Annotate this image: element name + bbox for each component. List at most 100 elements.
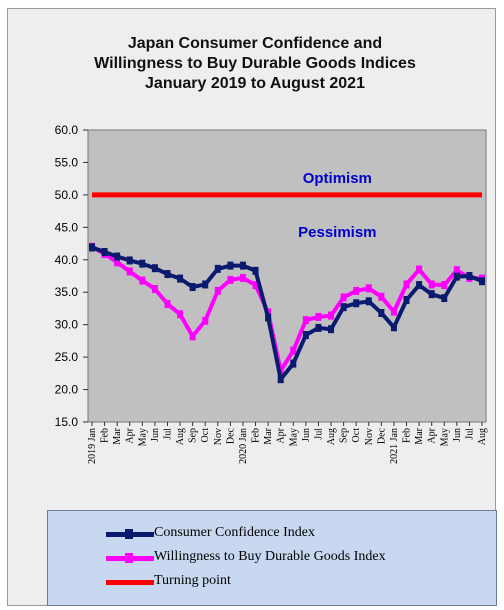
y-tick-label: 20.0	[55, 383, 79, 397]
data-point	[302, 331, 309, 340]
data-point	[227, 275, 234, 284]
x-tick-label: Jun	[150, 428, 161, 442]
data-point	[428, 290, 435, 299]
x-tick-label: Nov	[213, 428, 224, 445]
data-point	[265, 313, 272, 322]
x-tick-label: Nov	[364, 428, 375, 445]
title-line-2: Willingness to Buy Durable Goods Indices	[94, 55, 416, 72]
data-point	[390, 307, 397, 316]
data-point	[189, 283, 196, 292]
x-tick-label: Jul	[162, 428, 173, 440]
data-point	[214, 264, 221, 273]
data-point	[151, 284, 158, 293]
x-tick-label: Oct	[200, 428, 211, 443]
y-tick-label: 40.0	[55, 253, 79, 267]
data-point	[151, 264, 158, 273]
data-point	[416, 281, 423, 290]
data-point	[466, 272, 473, 280]
data-point	[227, 261, 234, 270]
data-point	[353, 299, 360, 308]
legend-label: Consumer Confidence Index	[154, 525, 315, 540]
data-point	[177, 274, 184, 283]
data-point	[252, 281, 259, 290]
data-point	[114, 252, 121, 261]
legend-label: Willingness to Buy Durable Goods Index	[154, 549, 386, 564]
data-point	[390, 323, 397, 332]
x-tick-label: Aug	[477, 428, 488, 445]
x-tick-label: Mar	[112, 427, 123, 444]
data-point	[177, 310, 184, 319]
annotation-label: Pessimism	[298, 224, 376, 241]
data-point	[441, 281, 448, 290]
data-point	[315, 323, 322, 332]
y-tick-label: 25.0	[55, 350, 79, 364]
legend-marker	[125, 529, 133, 539]
legend: Consumer Confidence Index Willingness to…	[47, 510, 497, 606]
annotation-label: Optimism	[303, 170, 372, 187]
data-point	[328, 311, 335, 320]
y-tick-label: 45.0	[55, 220, 79, 234]
y-tick-label: 50.0	[55, 188, 79, 202]
data-point	[403, 296, 410, 305]
data-point	[378, 308, 385, 317]
x-tick-label: Feb	[100, 428, 111, 443]
data-point	[139, 259, 146, 268]
legend-label: Turning point	[154, 573, 231, 588]
x-tick-label: Apr	[125, 427, 136, 443]
data-point	[114, 258, 121, 267]
data-point	[479, 277, 485, 286]
data-point	[239, 273, 246, 282]
data-point	[164, 270, 171, 279]
x-tick-label: 2021 Jan	[389, 428, 400, 464]
x-tick-label: 2019 Jan	[87, 428, 98, 464]
legend-marker	[125, 553, 133, 563]
y-tick-label: 60.0	[55, 123, 79, 137]
data-point	[453, 266, 460, 275]
data-point	[252, 266, 259, 275]
data-point	[126, 256, 133, 265]
x-tick-label: May	[288, 428, 299, 446]
data-point	[365, 284, 372, 293]
x-tick-label: Oct	[351, 428, 362, 443]
chart-title: Japan Consumer Confidence and Willingnes…	[20, 34, 490, 94]
x-tick-label: Mar	[414, 427, 425, 444]
data-point	[101, 247, 108, 256]
y-tick-label: 30.0	[55, 318, 79, 332]
x-tick-label: 2020 Jan	[238, 428, 249, 464]
data-point	[290, 359, 297, 368]
data-point	[277, 375, 284, 384]
x-tick-label: Feb	[402, 428, 413, 443]
x-tick-label: Jul	[464, 428, 475, 440]
x-tick-label: Dec	[376, 427, 387, 444]
x-tick-label: Jul	[313, 428, 324, 440]
x-tick-label: Feb	[251, 428, 262, 443]
y-tick-label: 15.0	[55, 415, 79, 429]
x-tick-label: Sep	[188, 428, 199, 443]
y-tick-label: 35.0	[55, 285, 79, 299]
data-point	[353, 286, 360, 295]
x-tick-label: Jun	[301, 428, 312, 442]
data-point	[164, 299, 171, 308]
data-point	[428, 280, 435, 289]
data-point	[202, 316, 209, 325]
data-point	[89, 243, 95, 252]
x-tick-label: Jun	[452, 428, 463, 442]
data-point	[453, 272, 460, 281]
data-point	[139, 276, 146, 285]
data-point	[239, 261, 246, 270]
x-tick-label: Aug	[175, 428, 186, 445]
data-point	[189, 332, 196, 341]
data-point	[302, 316, 309, 325]
x-tick-label: Aug	[326, 428, 337, 445]
title-line-3: January 2019 to August 2021	[145, 75, 365, 92]
data-point	[441, 294, 448, 303]
data-point	[328, 325, 335, 334]
legend-swatch	[106, 580, 154, 585]
x-tick-label: May	[137, 428, 148, 446]
x-tick-label: Apr	[276, 427, 287, 443]
data-point	[290, 346, 297, 355]
x-tick-label: Mar	[263, 427, 274, 444]
x-tick-label: Sep	[339, 428, 350, 443]
x-tick-label: Apr	[427, 427, 438, 443]
